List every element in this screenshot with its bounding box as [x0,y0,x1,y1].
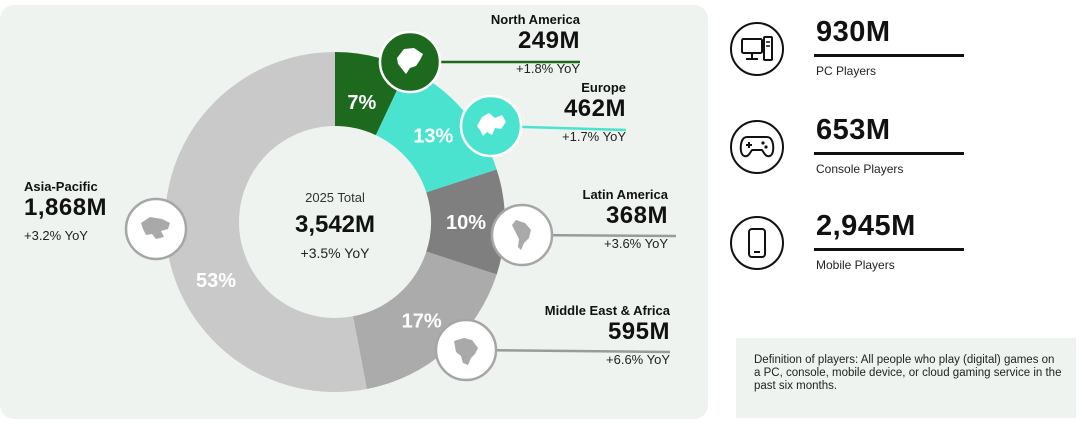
center-yoy: +3.5% YoY [301,245,371,261]
region-name: Middle East & Africa [544,303,670,318]
latin-america-map-icon [490,203,554,267]
region-name: Europe [581,80,626,95]
region-value: 595M [607,318,670,345]
center-label: 2025 Total [305,190,365,205]
donut-segment-asia-pacific [165,52,367,392]
region-yoy: +6.6% YoY [606,352,670,367]
percent-label: 17% [402,310,442,332]
stat-value: 653M [816,114,891,146]
mobile-phone-icon [730,216,784,270]
stat-underline [814,54,964,57]
stat-label: Console Players [816,162,904,176]
donut-chart: 7% 13% 10% 17% 53% 2025 Total 3,542M +3.5% Y… [124,30,677,392]
north-america-map-icon [378,30,442,94]
percent-label: 10% [446,212,486,234]
center-total: 3,542M [295,211,375,238]
europe-map-icon [459,94,523,158]
africa-map-icon [434,318,498,382]
stat-label: Mobile Players [816,258,895,272]
donut-segment-europe [375,68,497,193]
stat-value: 2,945M [816,210,916,242]
region-yoy: +3.2% YoY [24,228,88,243]
region-value: 249M [517,27,580,54]
region-name: Asia-Pacific [24,179,98,194]
donut-segment-middle-east-africa [352,251,497,389]
percent-label: 53% [196,270,236,292]
stat-underline [814,152,964,155]
region-asia-pacific: Asia-Pacific 1,868M +3.2% YoY [24,179,107,243]
region-latin-america: Latin America 368M +3.6% YoY [583,187,669,251]
donut-segment-latin-america [426,169,505,275]
stat-value: 930M [816,16,891,48]
region-mea: Middle East & Africa 595M +6.6% YoY [545,303,670,367]
region-yoy: +3.6% YoY [604,236,668,251]
region-yoy: +1.8% YoY [516,61,580,76]
leader-line [465,348,671,354]
asia-pacific-map-icon [124,197,188,261]
region-name: Latin America [582,187,669,202]
region-north-america: North America 249M +1.8% YoY [491,12,580,76]
region-name: North America [490,12,580,27]
gamepad-icon [730,120,784,174]
region-europe: Europe 462M +1.7% YoY [562,80,626,144]
percent-label: 13% [413,125,453,147]
stat-label: PC Players [816,64,877,78]
region-value: 1,868M [24,194,108,221]
region-yoy: +1.7% YoY [562,129,626,144]
stat-underline [814,248,964,251]
percent-label: 7% [347,92,376,114]
pc-icon [730,22,784,76]
region-value: 462M [563,95,626,122]
region-value: 368M [605,202,668,229]
player-definition-note: Definition of players: All people who pl… [736,338,1076,418]
